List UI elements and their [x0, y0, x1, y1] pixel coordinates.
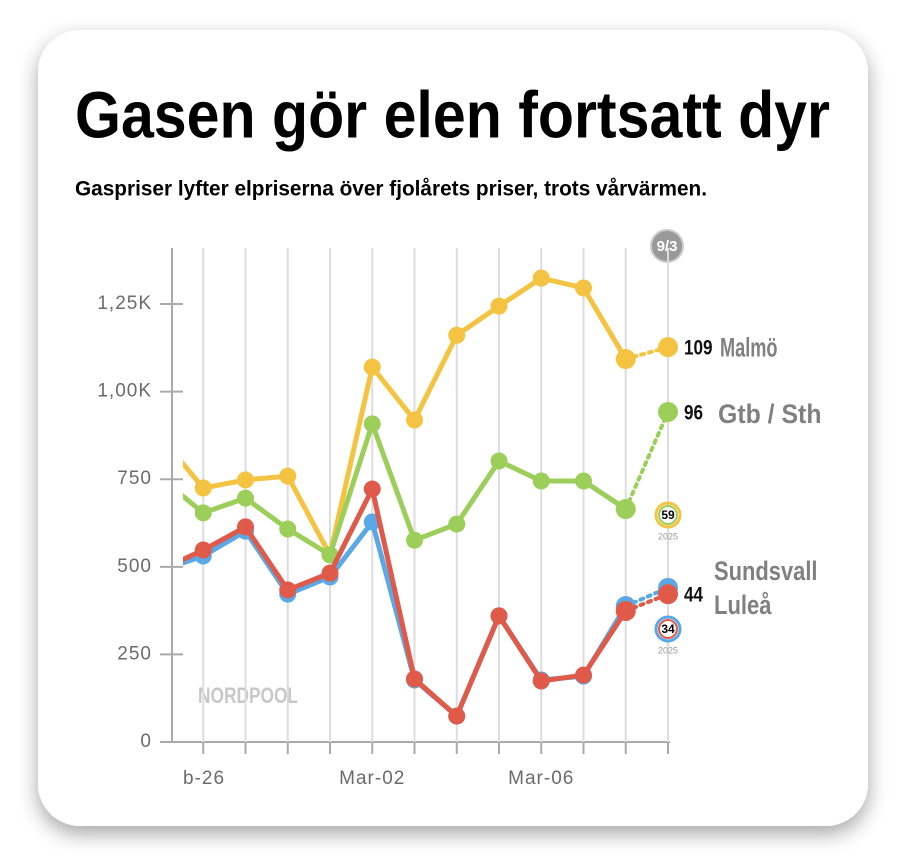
- y-tick-label: 750: [117, 468, 152, 489]
- y-tick-label: 1,00K: [97, 381, 152, 402]
- point: [406, 411, 423, 429]
- badge: [658, 505, 678, 525]
- series-line-forecast: [623, 409, 670, 512]
- badge-value: 34: [661, 622, 675, 636]
- source: NORDPOOL: [198, 683, 298, 708]
- y-tick-label: 0: [140, 731, 152, 752]
- badge: [658, 619, 678, 639]
- point: [237, 518, 254, 536]
- point: [321, 564, 339, 582]
- x-tick-label: Mar-02: [339, 768, 405, 789]
- point: [194, 541, 212, 559]
- latest-value: 44: [684, 584, 703, 607]
- point: [279, 467, 297, 485]
- point: [237, 489, 254, 507]
- series-name: Gtb / Sth: [718, 399, 822, 429]
- y-tick-label: 500: [117, 556, 152, 577]
- point: [575, 472, 592, 490]
- x-tick-label: Mar-06: [508, 768, 574, 789]
- point: [363, 415, 381, 433]
- date-badge-text: 9/3: [657, 238, 678, 255]
- point: [194, 504, 212, 522]
- point: [575, 666, 592, 684]
- point: [406, 670, 423, 688]
- badge-ring: [654, 615, 682, 643]
- point: [194, 479, 212, 497]
- series-name: Luleå: [714, 590, 772, 620]
- badge-label: 2025: [658, 645, 678, 655]
- y-tick-label: 1,25K: [97, 293, 152, 314]
- point: [448, 515, 466, 533]
- point: [490, 452, 508, 470]
- badge-value: 59: [661, 508, 675, 522]
- series-name: Malmö: [720, 332, 778, 362]
- point: [575, 279, 592, 297]
- point: [532, 472, 550, 490]
- point: [363, 358, 381, 376]
- point: [532, 269, 550, 287]
- badge-ring: [654, 501, 682, 529]
- point: [658, 337, 678, 358]
- badge-label: 2025: [658, 531, 678, 541]
- chart-subtitle: Gaspriser lyfter elpriserna över fjolåre…: [75, 178, 707, 201]
- point: [615, 349, 636, 370]
- series-name: Sundsvall: [714, 556, 818, 586]
- point: [532, 672, 550, 690]
- point: [279, 520, 297, 538]
- point: [279, 581, 297, 599]
- plot-area: [183, 269, 678, 725]
- point: [448, 707, 466, 725]
- x-tick-label: b-26: [183, 768, 225, 789]
- point: [615, 600, 636, 621]
- y-tick-label: 250: [117, 643, 152, 664]
- point: [490, 297, 508, 315]
- point: [615, 499, 636, 520]
- point: [658, 584, 678, 605]
- point: [448, 326, 466, 344]
- point: [490, 607, 508, 625]
- latest-value: 96: [684, 402, 703, 425]
- chart-title: Gasen gör elen fortsatt dyr: [75, 77, 830, 151]
- point: [406, 531, 423, 549]
- point: [658, 401, 678, 422]
- point: [237, 471, 254, 489]
- latest-value: 109: [684, 337, 713, 360]
- point: [363, 480, 381, 498]
